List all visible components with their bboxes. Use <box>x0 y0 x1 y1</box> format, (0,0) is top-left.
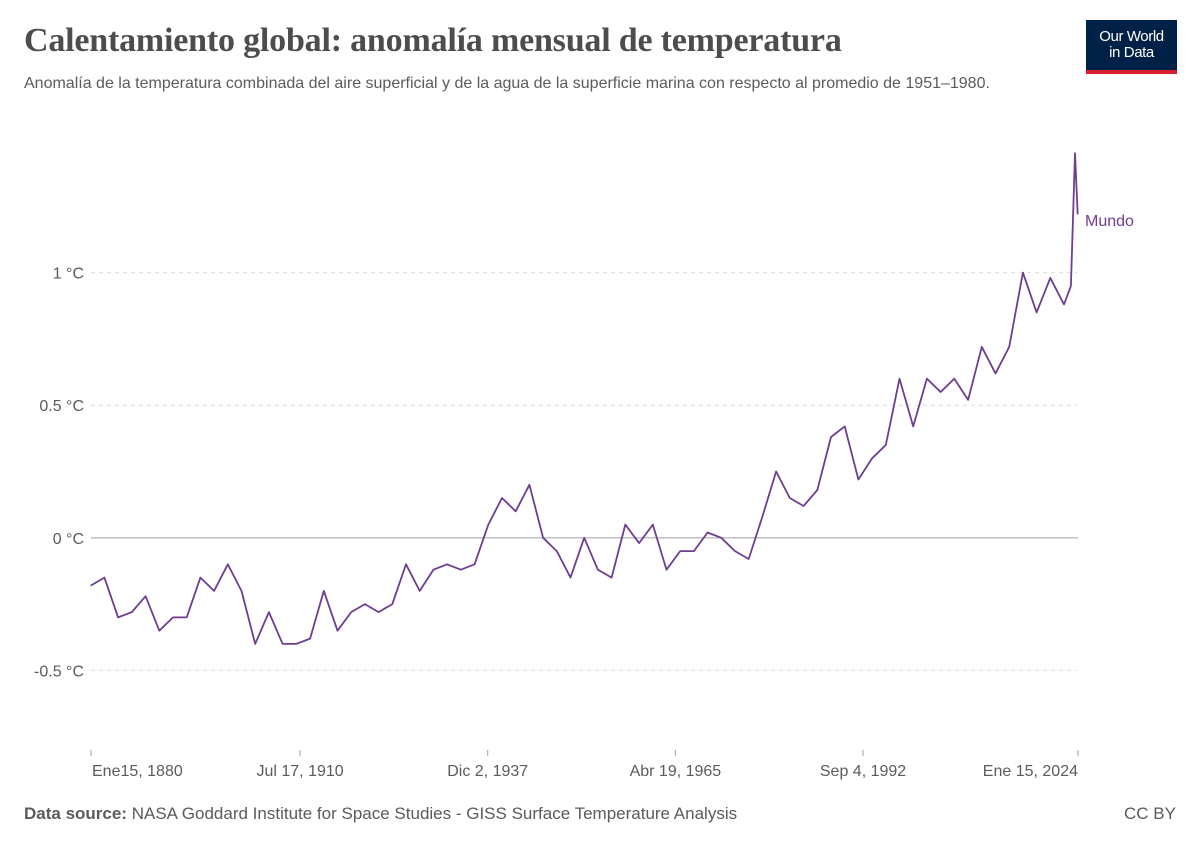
x-tick-label: Abr 19, 1965 <box>630 763 722 780</box>
x-tick-label: Ene15, 1880 <box>92 763 183 780</box>
data-source-label: Data source: <box>24 804 127 823</box>
data-source-text[interactable]: NASA Goddard Institute for Space Studies… <box>131 804 738 823</box>
y-tick-label: 0 °C <box>53 531 84 548</box>
y-tick-label: 0.5 °C <box>39 398 84 415</box>
logo-line-2: in Data <box>1109 44 1154 61</box>
x-tick-label: Dic 2, 1937 <box>447 763 528 780</box>
logo-line-1: Our World <box>1099 28 1164 45</box>
line-chart: -0.5 °C 0 °C 0.5 °C 1 °C Ene15, 1880 Jul 17, … <box>34 152 1134 780</box>
x-tick-label: Sep 4, 1992 <box>820 763 906 780</box>
x-tick-label: Ene 15, 2024 <box>983 763 1078 780</box>
chart-title: Calentamiento global: anomalía mensual d… <box>24 22 842 59</box>
chart-subtitle: Anomalía de la temperatura combinada del… <box>24 75 990 92</box>
series-line-mundo <box>90 152 1079 645</box>
owid-logo[interactable]: Our World in Data <box>1086 20 1177 74</box>
series-label: Mundo <box>1085 213 1134 230</box>
license-label[interactable]: CC BY <box>1124 804 1176 823</box>
x-tick-label: Jul 17, 1910 <box>256 763 343 780</box>
y-tick-label: 1 °C <box>53 266 84 283</box>
y-tick-label: -0.5 °C <box>34 663 84 680</box>
data-source: Data source: NASA Goddard Institute for … <box>24 804 737 824</box>
